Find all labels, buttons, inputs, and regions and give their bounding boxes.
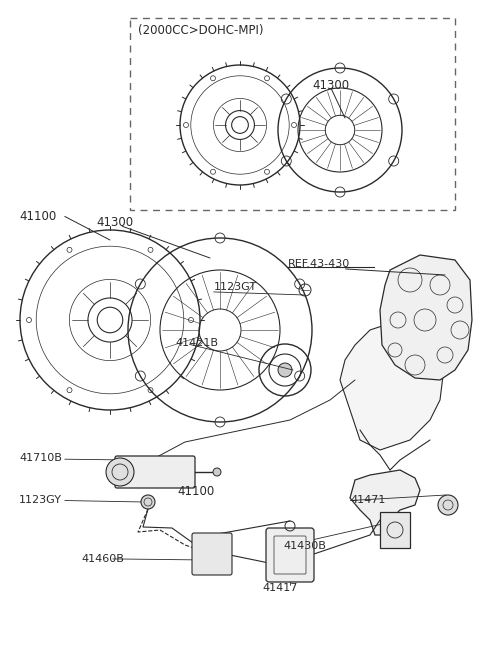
Text: 41430B: 41430B xyxy=(283,541,326,551)
Bar xyxy=(380,512,410,548)
Polygon shape xyxy=(380,255,472,380)
FancyBboxPatch shape xyxy=(115,456,195,488)
Circle shape xyxy=(213,468,221,476)
Text: 41100: 41100 xyxy=(19,210,57,223)
FancyBboxPatch shape xyxy=(192,533,232,575)
Polygon shape xyxy=(340,310,445,450)
Text: 41300: 41300 xyxy=(312,79,349,92)
Text: 1123GY: 1123GY xyxy=(19,495,62,505)
Bar xyxy=(130,18,455,210)
Text: 1123GT: 1123GT xyxy=(214,282,257,292)
Text: 41100: 41100 xyxy=(178,485,215,499)
Circle shape xyxy=(438,495,458,515)
Text: 41417: 41417 xyxy=(262,583,298,593)
Polygon shape xyxy=(350,470,420,535)
Text: 41471: 41471 xyxy=(350,495,386,505)
Text: REF.43-430: REF.43-430 xyxy=(288,259,350,269)
Circle shape xyxy=(278,363,292,377)
FancyBboxPatch shape xyxy=(266,528,314,582)
Text: (2000CC>DOHC-MPI): (2000CC>DOHC-MPI) xyxy=(138,24,264,37)
Circle shape xyxy=(141,495,155,509)
Text: 41460B: 41460B xyxy=(82,554,124,564)
Text: 41421B: 41421B xyxy=(175,338,218,348)
Circle shape xyxy=(106,458,134,486)
Text: 41300: 41300 xyxy=(96,216,133,230)
Text: 41710B: 41710B xyxy=(19,453,62,462)
